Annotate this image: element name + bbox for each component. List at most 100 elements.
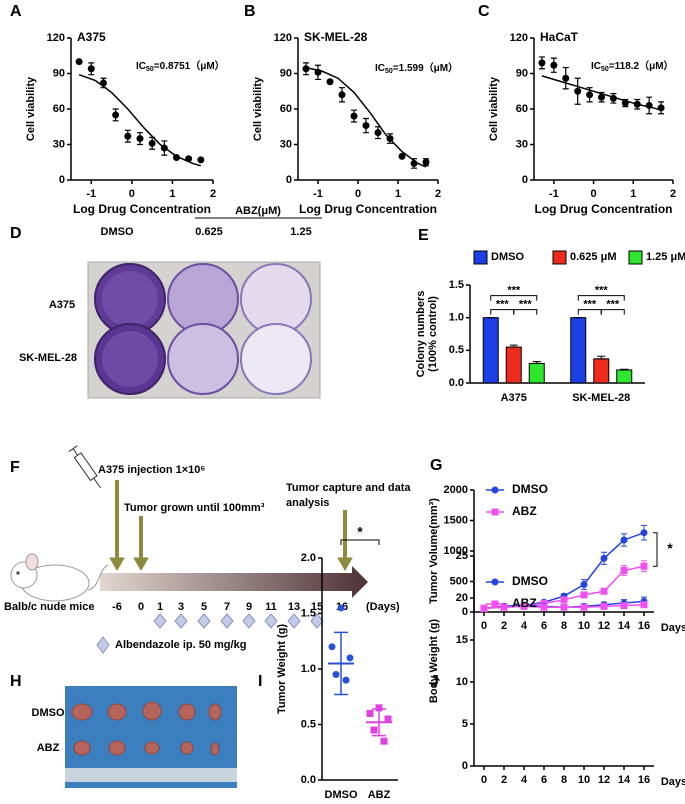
timeline-day: 13 (288, 601, 300, 613)
data-point (600, 587, 608, 595)
x-tick-label: 0 (355, 188, 361, 200)
y-tick-label: 1.0 (301, 663, 316, 675)
legend-marker (491, 578, 499, 586)
data-point (197, 156, 205, 164)
data-point (366, 709, 374, 717)
y-tick-label: 0 (59, 174, 65, 186)
y-tick-label: 120 (510, 32, 528, 44)
legend-label: DMSO (491, 251, 524, 263)
data-point (598, 93, 606, 101)
x-tick-label: 1 (169, 188, 175, 200)
data-point (550, 61, 558, 69)
x-tick-label: ABZ (368, 789, 391, 801)
legend-label: ABZ (512, 504, 537, 518)
bar (482, 317, 499, 384)
y-tick-label: 1.0 (449, 312, 464, 324)
panel-letter: H (10, 673, 22, 690)
data-point (160, 144, 168, 152)
x-tick-label: 1 (630, 188, 636, 200)
x-tick-label: -1 (549, 188, 559, 200)
x-tick-label: 2 (435, 188, 441, 200)
y-tick-label: 0 (522, 174, 528, 186)
chart-title: HaCaT (540, 30, 579, 44)
data-point (302, 65, 310, 73)
error-bar (509, 344, 518, 348)
y-tick-label: 90 (53, 67, 65, 79)
y-tick-label: 30 (516, 138, 528, 150)
significance-bracket (653, 532, 658, 567)
drug-label: Albendazole ip. 50 mg/kg (115, 639, 246, 651)
data-point (346, 654, 354, 662)
x-tick-label: 2 (501, 774, 507, 786)
y-tick-label: 1.5 (449, 279, 464, 291)
ic50-annotation: IC50=0.8751（μM） (136, 59, 225, 73)
fit-curve (78, 73, 202, 167)
y-tick-label: 0.5 (449, 344, 464, 356)
x-tick-label: DMSO (325, 789, 358, 801)
x-tick-label: 4 (521, 774, 528, 786)
y-tick-label: 60 (53, 103, 65, 115)
y-tick-label: 30 (53, 138, 65, 150)
y-tick-label: 60 (280, 103, 292, 115)
timeline-day: 15 (311, 601, 323, 613)
x-tick-label: SK-MEL-28 (572, 392, 630, 404)
y-axis-title: Body Weight (g) (428, 619, 440, 703)
significance-label: *** (496, 299, 510, 311)
legend-swatch (552, 250, 567, 265)
y-tick-label: 1.5 (301, 607, 316, 619)
timeline-day: 1 (157, 601, 163, 613)
data-point (586, 91, 594, 99)
y-axis-title: (100% control) (427, 296, 439, 372)
syringe (68, 445, 102, 489)
data-point (124, 132, 132, 140)
x-tick-label: 1 (395, 188, 401, 200)
ic50-rest: =118.2（μM） (609, 59, 674, 72)
row-label: SK-MEL-28 (19, 352, 77, 364)
timeline-day: 3 (178, 601, 184, 613)
row-label: A375 (49, 299, 75, 311)
column-label: 1.25 (290, 226, 311, 238)
bar (528, 362, 545, 384)
error-bar (620, 368, 629, 371)
fit-curve (305, 66, 427, 168)
y-tick-label: 120 (47, 32, 65, 44)
legend-label: 0.625 μM (570, 251, 616, 263)
data-point (580, 603, 588, 611)
data-point (380, 737, 388, 745)
y-tick-label: 0.0 (449, 377, 464, 389)
y-tick-label: 0 (462, 760, 468, 772)
x-tick-label: 14 (618, 620, 631, 632)
x-tick-label: 8 (561, 774, 567, 786)
x-tick-label: 4 (521, 620, 528, 632)
panel-letter: J (430, 673, 439, 690)
significance-label: * (357, 524, 363, 540)
y-axis-title: Tumor Weight (g) (276, 624, 288, 714)
data-point (621, 99, 629, 107)
x-tick-label: 2 (501, 620, 507, 632)
data-point (620, 567, 628, 575)
legend-label: 1.25 μM (646, 251, 685, 263)
x-tick-label: 0 (591, 188, 597, 200)
data-point (580, 581, 588, 589)
data-point (600, 554, 608, 562)
x-tick-label: -1 (313, 188, 323, 200)
x-tick-label: 12 (598, 620, 610, 632)
ic50-sub: 50 (146, 66, 154, 73)
ic50-rest: =0.8751（μM） (154, 59, 225, 72)
y-tick-label: 120 (274, 32, 292, 44)
legend-label: ABZ (512, 596, 537, 610)
y-tick-label: 2.0 (301, 552, 316, 564)
y-tick-label: 25 (456, 550, 468, 562)
x-tick-label: 12 (598, 774, 610, 786)
y-tick-label: 90 (516, 67, 528, 79)
data-point (314, 68, 322, 76)
panel-letter: I (258, 673, 262, 690)
y-tick-label: 20 (456, 592, 468, 604)
x-tick-label: 10 (578, 774, 590, 786)
data-point (148, 139, 156, 147)
legend-swatch (628, 250, 643, 265)
y-axis-title: Cell viability (25, 76, 37, 141)
row-label: ABZ (37, 742, 60, 754)
data-point (640, 562, 648, 570)
